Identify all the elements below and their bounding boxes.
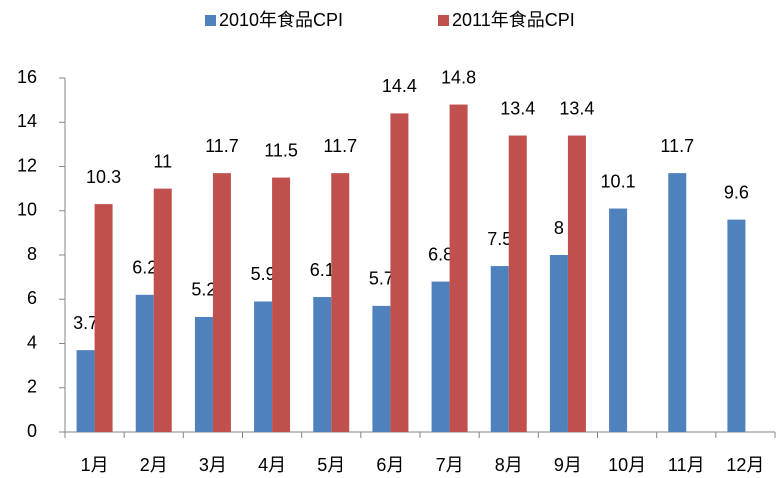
data-label: 7.5 bbox=[487, 229, 512, 249]
data-label: 9.6 bbox=[724, 182, 749, 202]
bar bbox=[212, 173, 231, 432]
bar bbox=[194, 316, 213, 432]
bar bbox=[272, 177, 291, 432]
data-label: 6.1 bbox=[310, 260, 335, 280]
bar bbox=[94, 204, 113, 432]
bar bbox=[313, 297, 332, 432]
x-tick-label: 7月 bbox=[436, 455, 464, 475]
y-tick-label: 4 bbox=[27, 332, 37, 352]
y-tick-label: 8 bbox=[27, 244, 37, 264]
data-label: 6.8 bbox=[428, 244, 453, 264]
y-tick-label: 14 bbox=[17, 111, 37, 131]
data-label: 10.1 bbox=[601, 171, 636, 191]
bar bbox=[508, 135, 527, 432]
bar bbox=[390, 113, 409, 433]
data-label: 14.4 bbox=[382, 76, 417, 96]
data-label: 11.7 bbox=[323, 136, 357, 156]
data-label: 13.4 bbox=[500, 98, 535, 118]
data-label: 5.2 bbox=[191, 280, 216, 300]
x-tick-label: 1月 bbox=[81, 455, 109, 475]
x-tick-label: 12月 bbox=[726, 455, 764, 475]
y-tick-label: 0 bbox=[27, 421, 37, 441]
bar bbox=[567, 135, 586, 432]
legend-label: 2011年食品CPI bbox=[452, 10, 575, 30]
data-label: 5.9 bbox=[251, 264, 276, 284]
data-label: 13.4 bbox=[559, 98, 594, 118]
x-tick-label: 9月 bbox=[554, 455, 582, 475]
data-label: 14.8 bbox=[441, 67, 476, 87]
data-label: 5.7 bbox=[369, 269, 394, 289]
legend-swatch bbox=[205, 15, 216, 26]
bar bbox=[431, 281, 450, 432]
x-tick-label: 11月 bbox=[668, 455, 705, 475]
bar bbox=[331, 173, 350, 432]
data-label: 10.3 bbox=[86, 167, 121, 187]
bar bbox=[609, 208, 628, 432]
data-label: 11.7 bbox=[660, 136, 694, 156]
bar bbox=[449, 104, 468, 433]
data-label: 3.7 bbox=[73, 313, 98, 333]
x-tick-label: 6月 bbox=[376, 455, 404, 475]
legend-label: 2010年食品CPI bbox=[219, 10, 343, 30]
bar bbox=[490, 266, 509, 432]
y-tick-label: 12 bbox=[17, 155, 37, 175]
bar bbox=[668, 173, 687, 432]
y-tick-label: 10 bbox=[17, 200, 37, 220]
y-tick-label: 6 bbox=[27, 288, 37, 308]
x-tick-label: 3月 bbox=[199, 455, 227, 475]
x-tick-label: 2月 bbox=[140, 455, 168, 475]
data-label: 6.2 bbox=[132, 258, 157, 278]
y-tick-label: 2 bbox=[27, 377, 37, 397]
x-tick-label: 4月 bbox=[258, 455, 286, 475]
legend-swatch bbox=[438, 15, 449, 26]
data-label: 11.7 bbox=[205, 136, 239, 156]
data-label: 8 bbox=[554, 218, 564, 238]
bar bbox=[153, 188, 172, 432]
bar bbox=[76, 350, 95, 432]
x-tick-label: 10月 bbox=[608, 455, 646, 475]
data-label: 11 bbox=[153, 151, 172, 171]
y-tick-label: 16 bbox=[17, 67, 37, 87]
bar bbox=[372, 305, 391, 432]
x-tick-label: 5月 bbox=[317, 455, 345, 475]
bar bbox=[135, 294, 154, 432]
bar bbox=[549, 255, 568, 432]
data-label: 11.5 bbox=[264, 140, 298, 160]
bar bbox=[254, 301, 273, 432]
bar bbox=[727, 219, 746, 432]
x-tick-label: 8月 bbox=[495, 455, 523, 475]
